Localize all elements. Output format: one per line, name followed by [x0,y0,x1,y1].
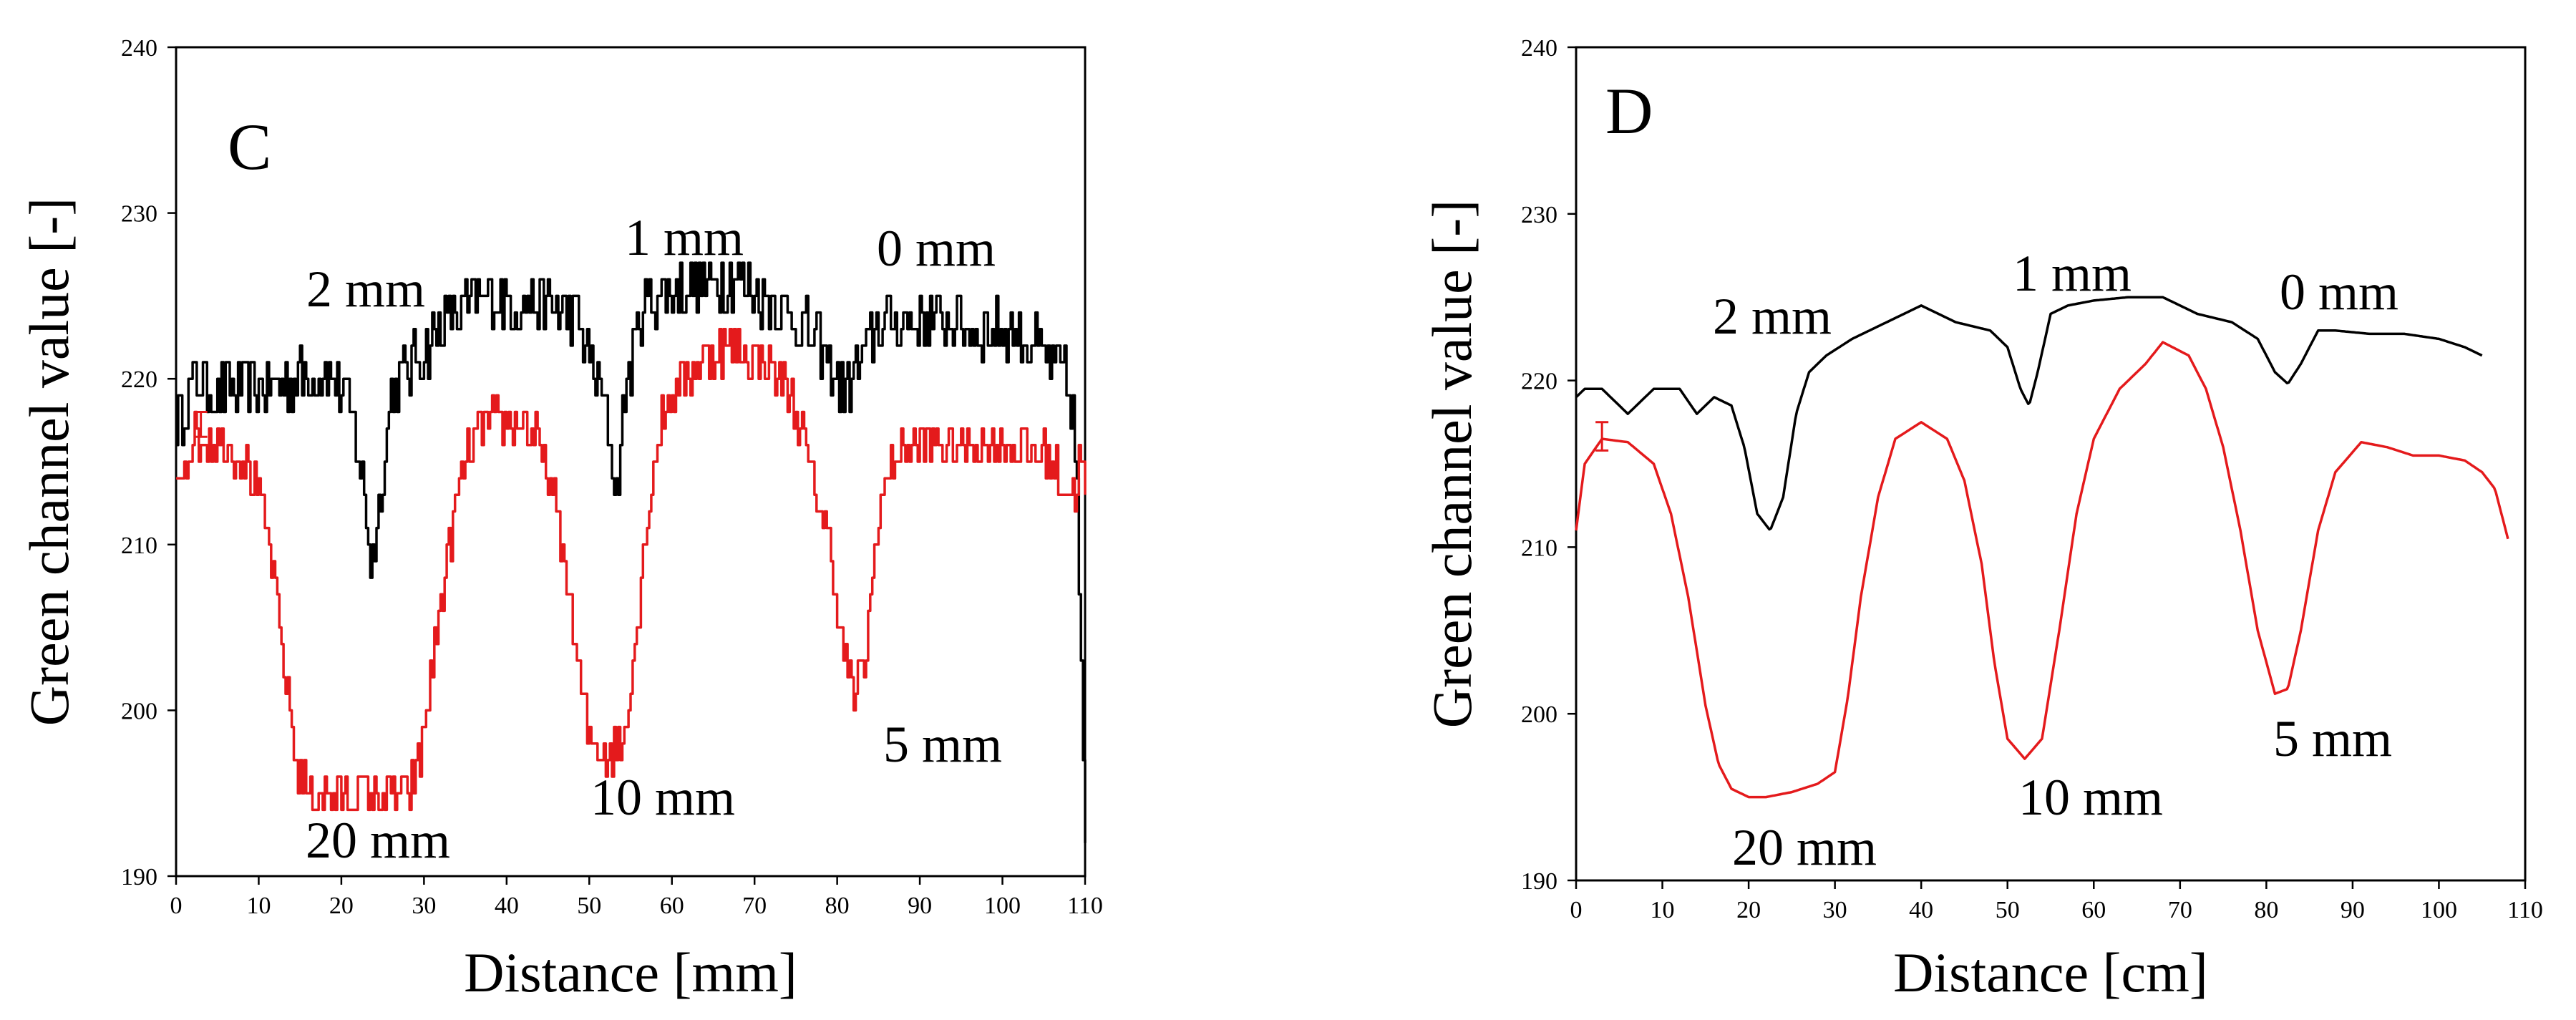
x-tick-label: 0 [1570,897,1583,923]
label-5mm: 5 mm [883,716,1002,773]
series-red-line [176,327,1087,812]
label-5mm: 5 mm [2273,710,2392,767]
series-group [176,261,1087,843]
error-bar [194,411,208,438]
x-tick-label: 90 [908,893,932,919]
x-axis-title: Distance [cm] [1893,941,2208,1004]
chart-panel-c: 0 10 20 30 40 50 60 70 80 90 100 110 190 200 210 220 230… [18,35,1103,1004]
x-tick-label: 90 [2341,897,2365,923]
chart-panel-d: 0 10 20 30 40 50 60 70 80 90 100 110 190 200 210 220 230… [1421,35,2543,1004]
x-tick-label: 20 [1736,897,1761,923]
label-1mm: 1 mm [2013,245,2132,302]
x-tick-label: 100 [984,893,1021,919]
x-tick-label: 80 [825,893,850,919]
label-10mm: 10 mm [590,769,735,826]
x-tick-label: 50 [1996,897,2020,923]
series-black-line [1575,296,2483,531]
x-tick-label: 60 [2081,897,2106,923]
x-tick-label: 30 [1823,897,1847,923]
x-tick-label: 110 [1067,893,1103,919]
series-black-line [176,261,1087,843]
label-0mm: 0 mm [2280,263,2398,321]
label-10mm: 10 mm [2018,769,2163,826]
error-bar [1595,421,1609,452]
panel-letter-d: D [1605,74,1653,147]
x-tick-label: 100 [2421,897,2457,923]
plot-frame [1575,46,2527,882]
x-tick-label: 70 [2168,897,2192,923]
x-tick-label: 10 [246,893,271,919]
x-tick-label: 40 [495,893,519,919]
x-tick-label: 20 [329,893,354,919]
label-1mm: 1 mm [625,209,744,266]
y-tick-label: 200 [1521,701,1557,728]
y-axis-title: Green channel value [-] [18,198,80,726]
y-tick-label: 200 [121,698,157,724]
y-tick-label: 220 [121,366,157,393]
label-20mm: 20 mm [1732,819,1877,876]
x-tick-label: 40 [1909,897,1933,923]
x-tick-label: 110 [2507,897,2543,923]
series-group [1575,296,2509,799]
y-tick-label: 230 [1521,202,1557,228]
x-tick-label: 30 [412,893,436,919]
label-2mm: 2 mm [1713,288,1832,345]
y-tick-label: 240 [1521,35,1557,62]
series-red-line [1575,341,2509,799]
axis-ticks: 0 10 20 30 40 50 60 70 80 90 100 110 190 200 210 220 230… [121,35,1103,919]
x-tick-label: 0 [170,893,183,919]
axis-ticks: 0 10 20 30 40 50 60 70 80 90 100 110 190 200 210 220 230… [1521,35,2543,923]
y-tick-label: 190 [121,864,157,890]
x-tick-label: 70 [742,893,767,919]
x-tick-label: 10 [1651,897,1675,923]
label-2mm: 2 mm [306,261,425,318]
x-tick-label: 60 [660,893,684,919]
x-tick-label: 80 [2254,897,2278,923]
x-tick-label: 50 [577,893,601,919]
y-tick-label: 240 [121,35,157,62]
y-axis-title: Green channel value [-] [1421,200,1483,728]
y-tick-label: 220 [1521,369,1557,395]
panel-letter-c: C [228,110,271,183]
label-0mm: 0 mm [877,220,996,277]
y-tick-label: 230 [121,201,157,228]
y-tick-label: 210 [121,533,157,559]
y-tick-label: 190 [1521,868,1557,895]
label-20mm: 20 mm [306,812,450,869]
y-tick-label: 210 [1521,535,1557,561]
x-axis-title: Distance [mm] [464,941,797,1004]
